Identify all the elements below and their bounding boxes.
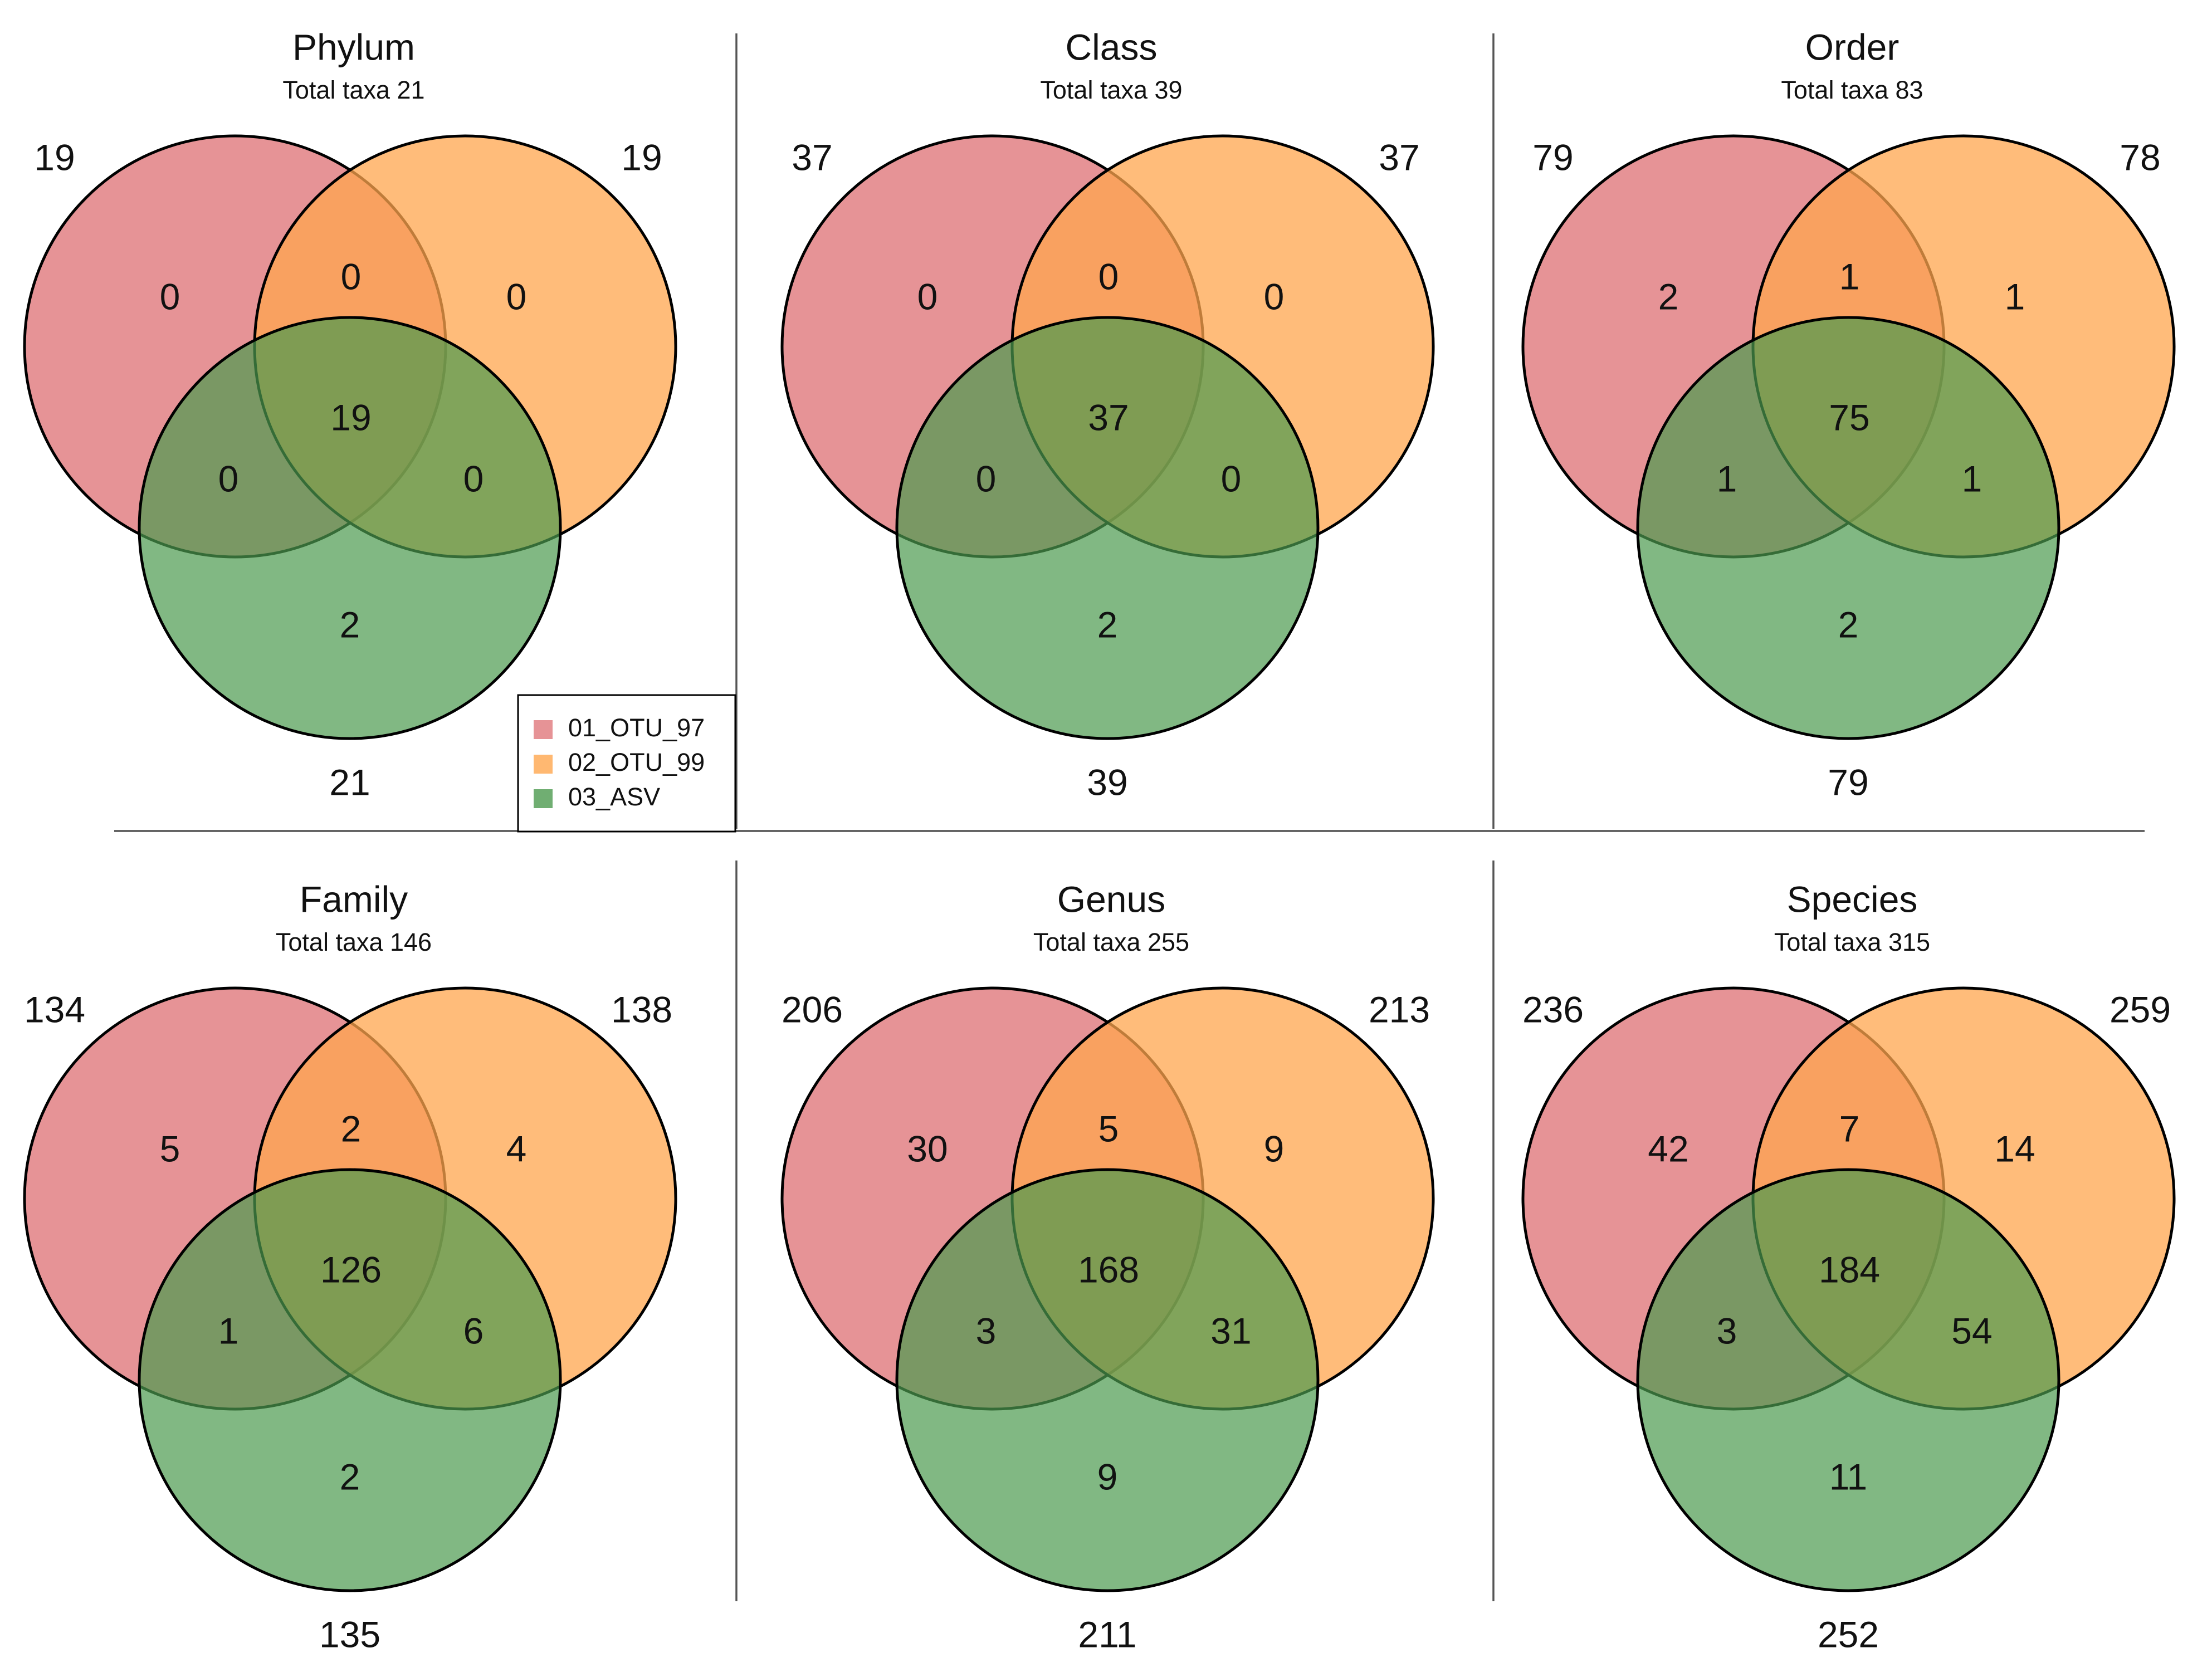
region-count-ab: 2 [341,1108,362,1149]
venn-circle-03_ASV [1636,1168,2060,1592]
panel-title: Order [1805,26,1900,67]
venn-panel-class: Class Total taxa 39 37 37 39 0 0 0 37 0 0 2 [780,26,1435,803]
region-count-b-only: 0 [1264,276,1285,317]
legend-entry: 01_OTU_97 [568,713,705,742]
region-count-a-only: 30 [907,1128,948,1169]
set-total-c: 21 [329,761,370,803]
region-count-a-only: 0 [917,276,938,317]
set-total-b: 213 [1369,989,1430,1030]
panel-title: Genus [1057,878,1165,920]
venn-panel-order: Order Total taxa 83 79 78 79 2 1 1 75 1 1 2 [1521,26,2176,803]
venn-panel-phylum: Phylum Total taxa 21 19 19 21 0 0 0 19 0 0 2 [23,26,677,803]
region-count-bc: 1 [1962,458,1983,499]
panel-subtitle: Total taxa 255 [1033,928,1189,956]
region-count-a-only: 42 [1648,1128,1688,1169]
set-total-a: 134 [24,989,85,1030]
legend: 01_OTU_97 02_OTU_99 03_ASV [517,694,736,833]
region-count-b-only: 9 [1264,1128,1285,1169]
legend-swatch [534,755,553,774]
legend-entry: 02_OTU_99 [568,748,705,776]
region-count-bc: 54 [1951,1310,1992,1351]
region-count-c-only: 11 [1829,1456,1868,1497]
region-count-ab: 0 [1098,256,1119,297]
set-total-a: 236 [1522,989,1584,1030]
region-count-abc: 184 [1819,1249,1880,1290]
legend-box [517,694,736,833]
panel-subtitle: Total taxa 21 [282,76,424,104]
region-count-a-only: 2 [1658,276,1679,317]
region-count-abc: 37 [1088,397,1129,438]
panel-title: Family [300,878,408,920]
legend-swatch [534,720,553,739]
region-count-ac: 0 [976,458,997,499]
region-count-bc: 0 [463,458,484,499]
region-count-bc: 6 [463,1310,484,1351]
region-count-bc: 0 [1221,458,1242,499]
region-count-c-only: 2 [1838,604,1859,645]
region-count-ab: 1 [1839,256,1860,297]
region-count-bc: 31 [1210,1310,1251,1351]
region-count-b-only: 4 [506,1128,527,1169]
region-count-abc: 168 [1078,1249,1139,1290]
set-total-a: 19 [34,136,75,178]
region-count-ab: 5 [1098,1108,1119,1149]
panel-title: Class [1065,26,1157,67]
set-total-a: 206 [782,989,843,1030]
panel-subtitle: Total taxa 146 [276,928,432,956]
region-count-c-only: 2 [340,1456,360,1497]
venn-circle-03_ASV [895,1168,1320,1592]
venn-circle-03_ASV [895,316,1320,740]
legend-swatch [534,789,553,808]
set-total-b: 259 [2110,989,2171,1030]
set-total-c: 135 [319,1614,380,1655]
panel-subtitle: Total taxa 39 [1040,76,1182,104]
venn-circle-03_ASV [138,316,562,740]
set-total-b: 37 [1379,136,1419,178]
panel-dividers [114,33,2145,1601]
region-count-abc: 126 [320,1249,382,1290]
region-count-c-only: 2 [1097,604,1118,645]
region-count-ac: 3 [976,1310,997,1351]
set-total-a: 37 [792,136,832,178]
panel-subtitle: Total taxa 315 [1774,928,1930,956]
region-count-a-only: 5 [160,1128,180,1169]
venn-panel-family: Family Total taxa 146 134 138 135 5 4 2 126 1 6 2 [23,878,677,1655]
region-count-c-only: 9 [1097,1456,1118,1497]
venn-circle-03_ASV [138,1168,562,1592]
region-count-abc: 75 [1829,397,1869,438]
venn-panel-species: Species Total taxa 315 236 259 252 42 14 7 184 3 5… [1521,878,2176,1655]
set-total-b: 138 [611,989,672,1030]
region-count-ac: 3 [1717,1310,1737,1351]
legend-entry: 03_ASV [568,783,660,811]
region-count-b-only: 14 [1994,1128,2035,1169]
set-total-c: 252 [1818,1614,1879,1655]
set-total-c: 79 [1828,761,1868,803]
region-count-ab: 0 [341,256,362,297]
panel-subtitle: Total taxa 83 [1781,76,1923,104]
region-count-c-only: 2 [340,604,360,645]
region-count-ac: 0 [218,458,239,499]
panel-title: Species [1787,878,1918,920]
region-count-a-only: 0 [160,276,180,317]
venn-circle-03_ASV [1636,316,2060,740]
region-count-b-only: 0 [506,276,527,317]
set-total-b: 78 [2120,136,2160,178]
region-count-ac: 1 [218,1310,239,1351]
set-total-b: 19 [621,136,662,178]
region-count-b-only: 1 [2005,276,2025,317]
region-count-ab: 7 [1839,1108,1860,1149]
region-count-abc: 19 [330,397,371,438]
set-total-a: 79 [1532,136,1573,178]
panel-title: Phylum [292,26,415,67]
region-count-ac: 1 [1717,458,1737,499]
set-total-c: 211 [1078,1614,1136,1655]
set-total-c: 39 [1087,761,1127,803]
